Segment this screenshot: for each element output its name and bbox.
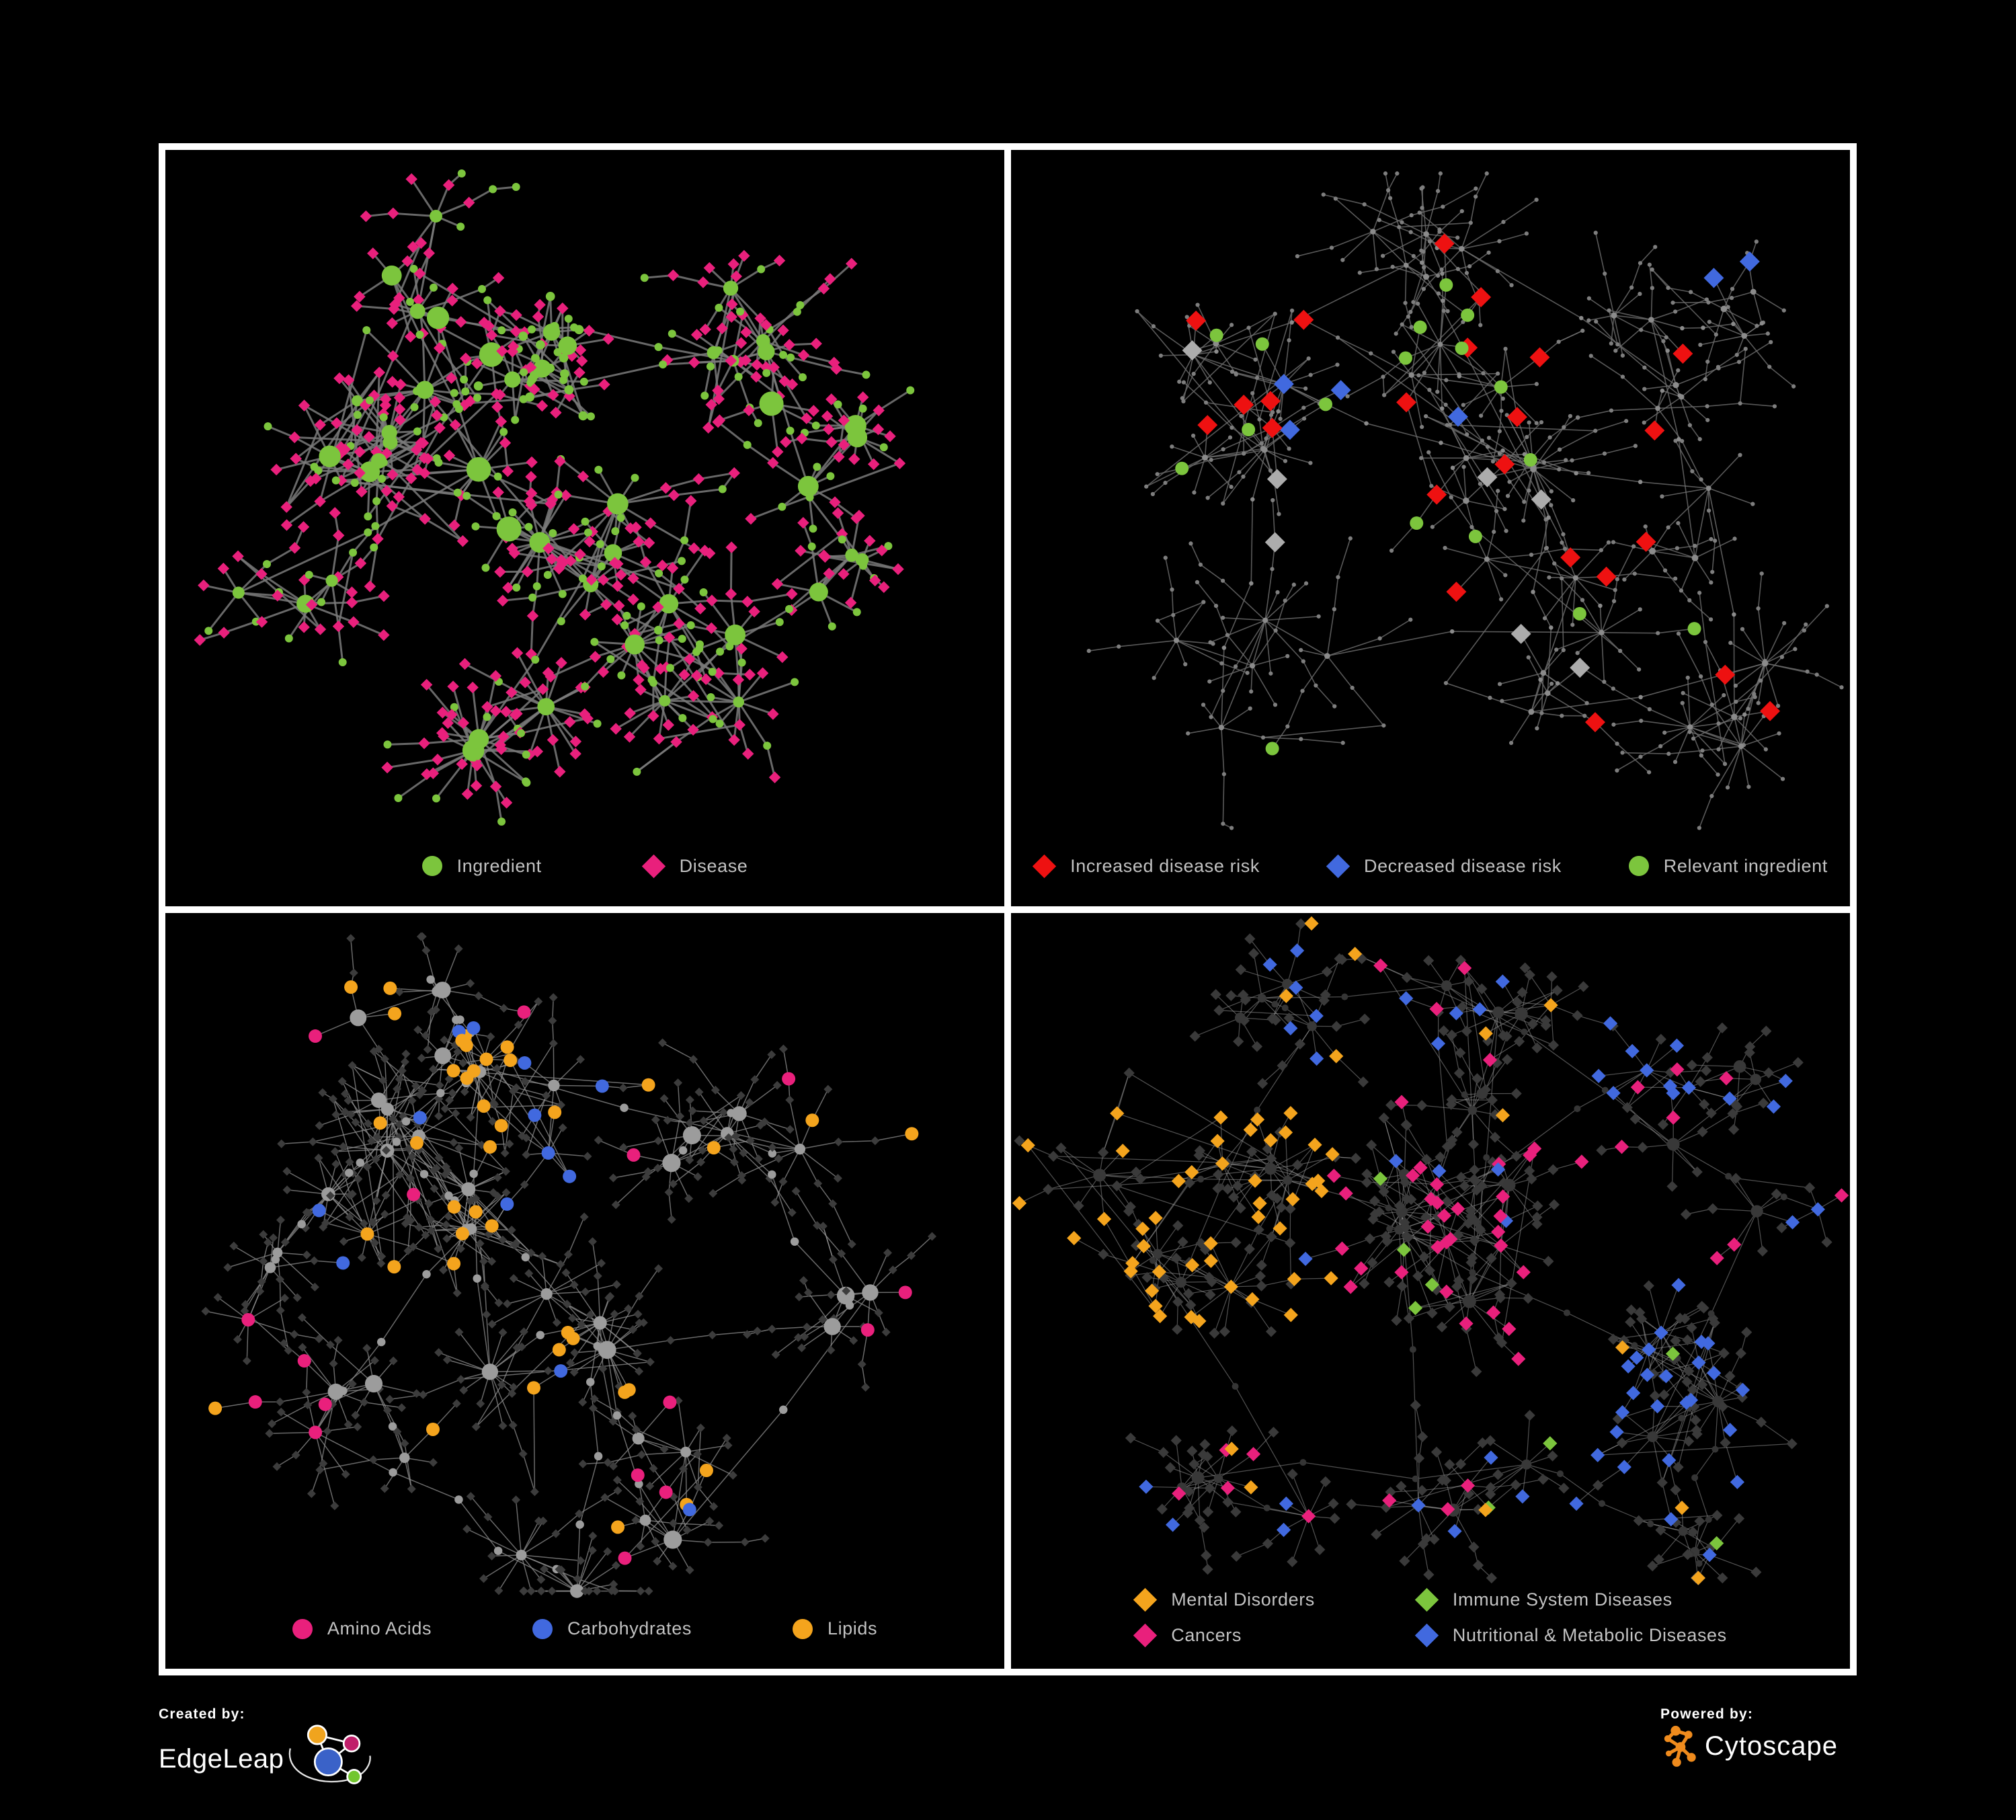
panel-ingredient-classes-network: Amino Acids Carbohydrates Lipids xyxy=(165,912,1004,1669)
legend-label: Nutritional & Metabolic Diseases xyxy=(1452,1625,1727,1645)
legend-item-lipids: Lipids xyxy=(792,1618,878,1639)
disease-swatch-icon xyxy=(641,854,666,878)
legend-item-ingredient: Ingredient xyxy=(421,855,542,877)
network-canvas-disease-risk xyxy=(1086,171,1844,830)
edgeleap-brandrow: EdgeLeap xyxy=(159,1724,374,1794)
legend-label: Cancers xyxy=(1171,1625,1242,1645)
legend-disease-risk: Increased disease risk Decreased disease… xyxy=(1011,852,1850,906)
legend-item-nutritional-metabolic-diseases: Nutritional & Metabolic Diseases xyxy=(1414,1623,1727,1648)
created-by-caption: Created by: xyxy=(159,1706,245,1722)
immune-diseases-swatch-icon xyxy=(1414,1587,1439,1612)
amino-acids-swatch-icon xyxy=(292,1618,313,1639)
legend-item-cancers: Cancers xyxy=(1133,1623,1315,1648)
legend-item-decreased-risk: Decreased disease risk xyxy=(1326,854,1562,878)
legend-label: Disease xyxy=(679,855,748,876)
legend-disease-categories: Mental Disorders Immune System Diseases … xyxy=(1011,1587,1850,1669)
network-canvas-ingredient-disease xyxy=(194,169,915,826)
network-canvas-disease-categories xyxy=(1012,916,1849,1585)
nutritional-diseases-swatch-icon xyxy=(1414,1623,1439,1648)
legend-label: Lipids xyxy=(827,1618,878,1638)
legend-ingredient-classes: Amino Acids Carbohydrates Lipids xyxy=(165,1614,1004,1669)
panel-disease-risk-network: Increased disease risk Decreased disease… xyxy=(1011,150,1850,906)
relevant-ingredient-swatch-icon xyxy=(1628,856,1649,876)
powered-by-block: Powered by: xyxy=(1660,1706,1838,1768)
cancers-swatch-icon xyxy=(1133,1623,1158,1648)
cytoscape-logo-icon xyxy=(1664,1725,1696,1767)
legend-label: Decreased disease risk xyxy=(1363,855,1562,876)
legend-label: Mental Disorders xyxy=(1171,1589,1315,1610)
created-by-block: Created by: EdgeLeap xyxy=(159,1706,374,1794)
legend-label: Amino Acids xyxy=(327,1618,432,1638)
legend-label: Carbohydrates xyxy=(567,1618,692,1638)
legend-label: Immune System Diseases xyxy=(1452,1589,1672,1610)
legend-item-relevant-ingredient: Relevant ingredient xyxy=(1628,855,1828,877)
edgeleap-logo-icon xyxy=(289,1725,372,1784)
legend-item-increased-risk: Increased disease risk xyxy=(1032,854,1260,878)
panel-disease-categories-network: Mental Disorders Immune System Diseases … xyxy=(1011,912,1850,1669)
panel-ingredient-disease-network: Ingredient Disease xyxy=(165,150,1004,906)
increased-risk-swatch-icon xyxy=(1032,854,1057,878)
legend-label: Ingredient xyxy=(456,855,542,876)
legend-item-disease: Disease xyxy=(641,854,748,878)
powered-by-caption: Powered by: xyxy=(1660,1706,1754,1722)
carbohydrates-swatch-icon xyxy=(532,1618,553,1639)
lipids-swatch-icon xyxy=(792,1618,813,1639)
ingredient-swatch-icon xyxy=(421,856,442,876)
cytoscape-brandrow: Cytoscape xyxy=(1660,1724,1838,1768)
decreased-risk-swatch-icon xyxy=(1326,854,1350,878)
panel-grid: Ingredient Disease Increased disease ris… xyxy=(159,143,1857,1675)
legend-item-immune-system-diseases: Immune System Diseases xyxy=(1414,1587,1727,1612)
legend-ingredient-disease: Ingredient Disease xyxy=(165,852,1004,906)
legend-label: Increased disease risk xyxy=(1070,855,1260,876)
legend-item-amino-acids: Amino Acids xyxy=(292,1618,432,1639)
mental-disorders-swatch-icon xyxy=(1133,1587,1158,1612)
footer: Created by: EdgeLeap Powered by: xyxy=(159,1706,1857,1794)
legend-item-carbohydrates: Carbohydrates xyxy=(532,1618,692,1639)
network-canvas-ingredient-classes xyxy=(201,932,937,1598)
cytoscape-wordmark: Cytoscape xyxy=(1705,1731,1838,1761)
edgeleap-wordmark: EdgeLeap xyxy=(159,1743,284,1774)
legend-item-mental-disorders: Mental Disorders xyxy=(1133,1587,1315,1612)
legend-label: Relevant ingredient xyxy=(1663,855,1828,876)
